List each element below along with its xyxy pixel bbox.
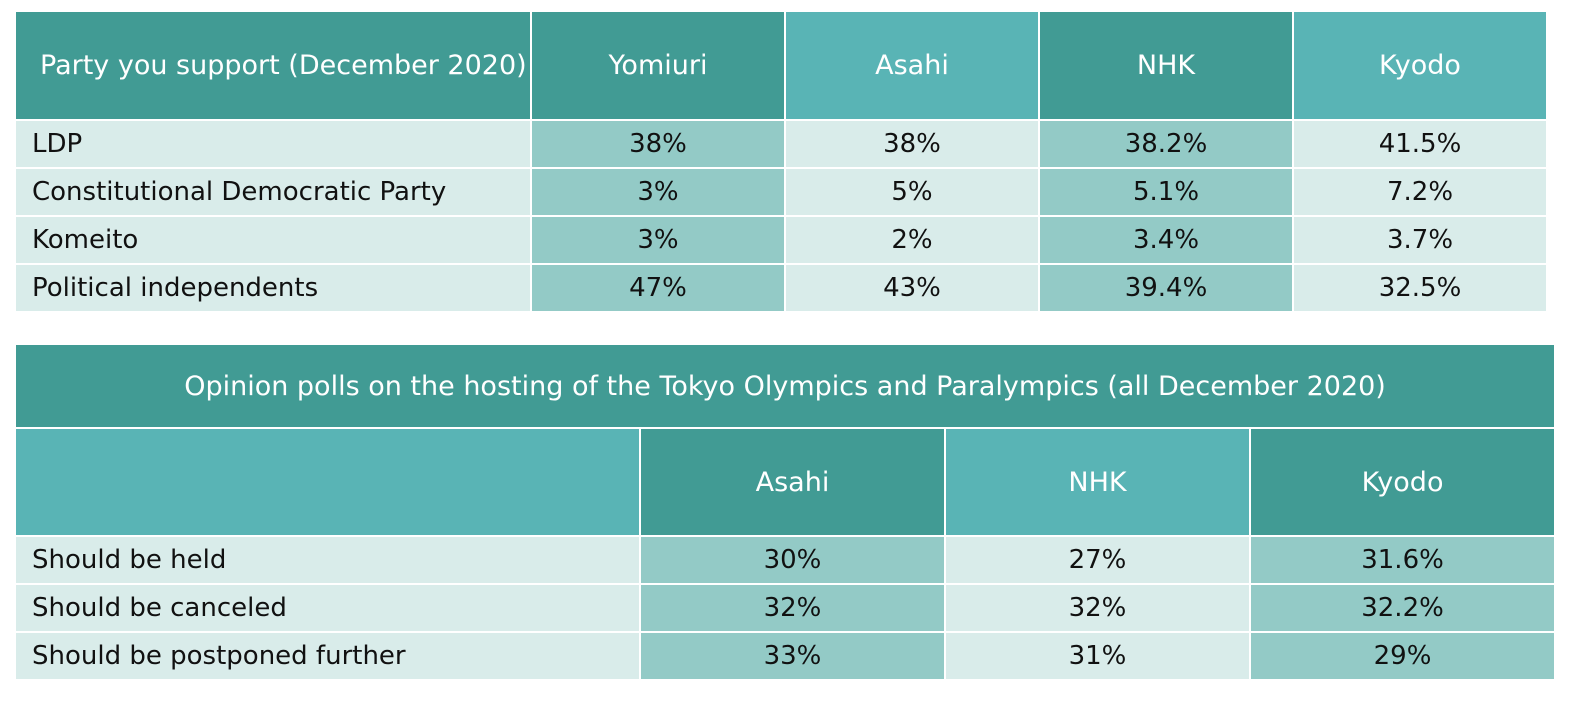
row-label: LDP	[14, 119, 532, 169]
table-cell: 33%	[639, 631, 946, 681]
table-cell: 3%	[530, 215, 786, 265]
olympics-table-title-row: Opinion polls on the hosting of the Toky…	[13, 343, 1557, 429]
row-label: Constitutional Democratic Party	[14, 167, 532, 217]
olympics-poll-table: Opinion polls on the hosting of the Toky…	[13, 343, 1557, 681]
table-row: Komeito 3% 2% 3.4% 3.7%	[14, 215, 1548, 265]
table-cell: 3.7%	[1292, 215, 1548, 265]
olympics-table-header-blank	[14, 427, 641, 537]
table-cell: 29%	[1248, 631, 1557, 681]
olympics-table-header-nhk: NHK	[944, 427, 1251, 537]
table-cell: 32%	[639, 583, 946, 633]
table-row: LDP 38% 38% 38.2% 41.5%	[14, 119, 1548, 169]
table-cell: 31%	[944, 631, 1251, 681]
party-table-header-row: Party you support (December 2020) Yomiur…	[14, 10, 1548, 121]
party-table-header-yomiuri: Yomiuri	[530, 10, 786, 121]
olympics-table-title: Opinion polls on the hosting of the Toky…	[13, 343, 1557, 429]
table-row: Should be canceled 32% 32% 32.2%	[14, 583, 1557, 633]
table-cell: 2%	[784, 215, 1040, 265]
olympics-table-header-kyodo: Kyodo	[1248, 427, 1557, 537]
row-label: Komeito	[14, 215, 532, 265]
table-row: Should be postponed further 33% 31% 29%	[14, 631, 1557, 681]
row-label: Political independents	[14, 263, 532, 313]
row-label: Should be canceled	[14, 583, 641, 633]
table-row: Political independents 47% 43% 39.4% 32.…	[14, 263, 1548, 313]
table-cell: 3.4%	[1038, 215, 1294, 265]
table-cell: 38%	[784, 119, 1040, 169]
table-cell: 38%	[530, 119, 786, 169]
table-row: Constitutional Democratic Party 3% 5% 5.…	[14, 167, 1548, 217]
party-table-header-kyodo: Kyodo	[1292, 10, 1548, 121]
party-table-header-party: Party you support (December 2020)	[14, 10, 532, 121]
table-cell: 5.1%	[1038, 167, 1294, 217]
table-cell: 3%	[530, 167, 786, 217]
table-cell: 47%	[530, 263, 786, 313]
party-table-header-nhk: NHK	[1038, 10, 1294, 121]
table-cell: 39.4%	[1038, 263, 1294, 313]
olympics-table-header-row: Asahi NHK Kyodo	[14, 427, 1557, 537]
table-cell: 32%	[944, 583, 1251, 633]
party-table-header-asahi: Asahi	[784, 10, 1040, 121]
table-row: Should be held 30% 27% 31.6%	[14, 535, 1557, 585]
table-cell: 32.5%	[1292, 263, 1548, 313]
olympics-table-header-asahi: Asahi	[639, 427, 946, 537]
table-cell: 32.2%	[1248, 583, 1557, 633]
table-cell: 41.5%	[1292, 119, 1548, 169]
table-cell: 30%	[639, 535, 946, 585]
table-cell: 43%	[784, 263, 1040, 313]
table-cell: 38.2%	[1038, 119, 1294, 169]
party-support-table: Party you support (December 2020) Yomiur…	[14, 10, 1548, 313]
table-cell: 27%	[944, 535, 1251, 585]
table-cell: 7.2%	[1292, 167, 1548, 217]
table-cell: 5%	[784, 167, 1040, 217]
row-label: Should be held	[14, 535, 641, 585]
row-label: Should be postponed further	[14, 631, 641, 681]
table-cell: 31.6%	[1248, 535, 1557, 585]
